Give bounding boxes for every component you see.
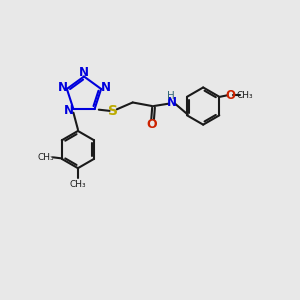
Text: S: S [108,104,118,118]
Text: O: O [225,89,235,102]
Text: N: N [167,96,177,109]
Text: H: H [167,92,175,101]
Text: N: N [64,104,74,117]
Text: O: O [147,118,158,130]
Text: N: N [79,66,89,79]
Text: N: N [100,81,111,94]
Text: CH₃: CH₃ [70,180,86,189]
Text: CH₃: CH₃ [236,91,253,100]
Text: N: N [57,81,68,94]
Text: CH₃: CH₃ [38,153,55,162]
